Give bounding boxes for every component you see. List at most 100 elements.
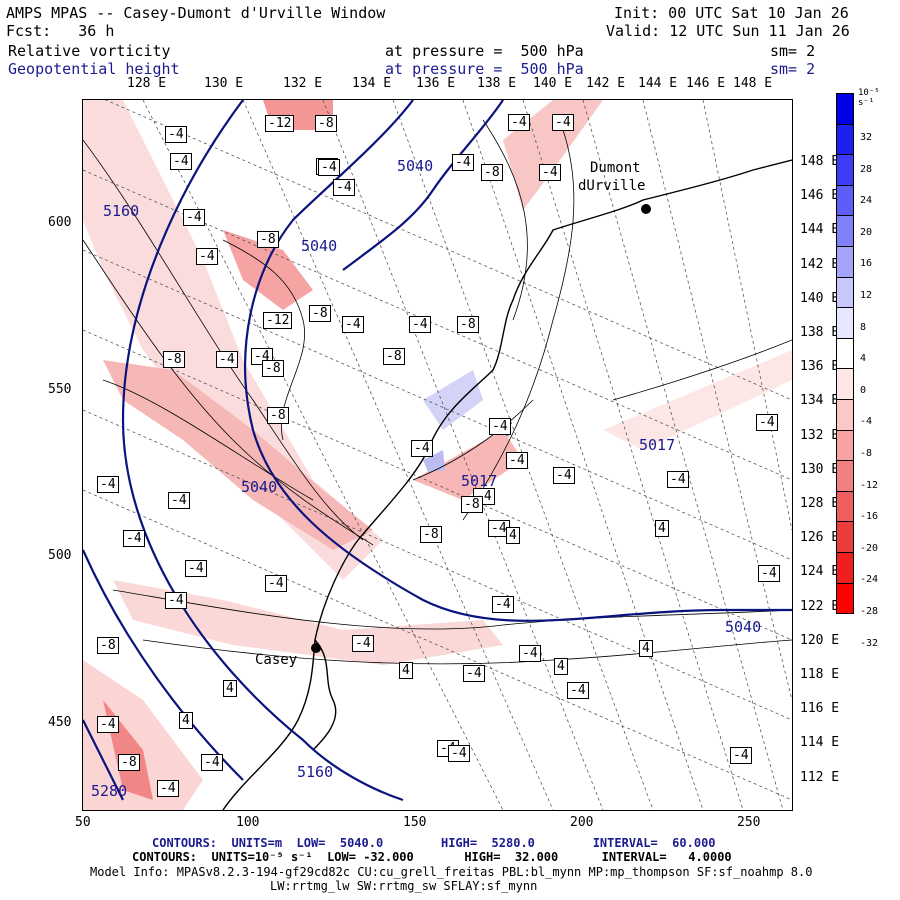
- vorticity-contour-label: -4: [506, 452, 528, 469]
- vorticity-contour-label: -4: [168, 492, 190, 509]
- right-lon-label: 116 E: [800, 701, 840, 717]
- right-lon-label: 118 E: [800, 667, 840, 682]
- geopotential-label: 5040: [301, 237, 338, 255]
- dumont-label: Dumont: [590, 160, 641, 176]
- footer-contours-vorticity: CONTOURS: UNITS=10⁻⁵ s⁻¹ LOW= -32.000 HI…: [132, 850, 732, 864]
- map-canvas: [83, 100, 792, 810]
- y-tick-label: 550: [48, 382, 72, 397]
- vorticity-contour-label: -8: [309, 305, 331, 322]
- right-lon-label: 140 E: [800, 290, 840, 306]
- top-lon-label: 148 E: [733, 76, 773, 91]
- vorticity-contour-label: -4: [333, 179, 355, 196]
- vorticity-contour-label: -4: [157, 780, 179, 797]
- vorticity-contour-label: -4: [730, 747, 752, 764]
- colorbar-cell: [836, 582, 854, 615]
- field1-level: at pressure = 500 hPa: [385, 42, 584, 60]
- vorticity-contour-label: -4: [758, 565, 780, 582]
- x-tick-label: 200: [570, 815, 594, 830]
- vorticity-contour-label: 4: [223, 680, 237, 697]
- field2-smoothing: sm= 2: [770, 60, 816, 78]
- vorticity-contour-label: -4: [265, 575, 287, 592]
- dumont-station-marker: [641, 204, 651, 214]
- vorticity-contour-label: -8: [118, 754, 140, 771]
- vorticity-contour-label: -8: [97, 637, 119, 654]
- top-lon-label: 136 E: [416, 76, 456, 91]
- footer-model-info: Model Info: MPASv8.2.3-194-gf29cd82c CU:…: [90, 865, 813, 879]
- colorbar-tick-label: -28: [860, 606, 879, 617]
- vorticity-contour-label: -4: [539, 164, 561, 181]
- colorbar-cell: [836, 551, 854, 584]
- x-tick-label: 150: [403, 815, 427, 830]
- colorbar-tick-label: -4: [860, 416, 873, 428]
- vorticity-contour-label: -8: [481, 164, 503, 181]
- map-panel: Casey Dumont dUrville 5160 5040 5040 504…: [82, 99, 793, 811]
- geopotential-label: 5280: [91, 782, 128, 800]
- valid-time: Valid: 12 UTC Sun 11 Jan 26: [606, 22, 850, 40]
- vorticity-contour-label: -8: [461, 496, 483, 513]
- field1-name: Relative vorticity: [8, 42, 171, 60]
- colorbar-cell: [836, 184, 854, 217]
- vorticity-contour-label: -4: [185, 560, 207, 577]
- colorbar-tick-label: 24: [860, 195, 873, 207]
- right-lon-label: 136 E: [800, 359, 840, 375]
- colorbar-tick-label: -20: [860, 542, 879, 554]
- vorticity-contour-label: 4: [179, 712, 193, 729]
- geopotential-label: 5160: [103, 202, 140, 220]
- colorbar-cell: [836, 368, 854, 400]
- top-lon-label: 138 E: [477, 76, 517, 91]
- vorticity-contour-label: -4: [352, 635, 374, 652]
- vorticity-contour-label: -8: [383, 348, 405, 365]
- vorticity-contour-label: -8: [457, 316, 479, 333]
- vorticity-contour-label: -4: [667, 471, 689, 488]
- vorticity-contour-label: -4: [452, 154, 474, 171]
- colorbar-tick-label: 4: [860, 353, 867, 365]
- right-lon-label: 124 E: [800, 564, 840, 580]
- vorticity-contour-label: -4: [508, 114, 530, 131]
- top-lon-label: 134 E: [352, 76, 392, 91]
- top-lon-label: 146 E: [686, 76, 726, 91]
- colorbar-cell: [836, 490, 854, 523]
- colorbar-tick-label: 0: [860, 384, 867, 396]
- vorticity-contour-label: -4: [492, 596, 514, 613]
- colorbar-tick-label: 32: [860, 132, 873, 143]
- footer-model-info-2: LW:rrtmg_lw SW:rrtmg_sw SFLAY:sf_mynn: [270, 879, 538, 893]
- geopotential-label: 5017: [639, 436, 676, 454]
- right-lon-label: 144 E: [800, 222, 840, 238]
- vorticity-contour-label: -12: [265, 115, 295, 132]
- casey-station-marker: [311, 643, 321, 653]
- y-tick-label: 600: [48, 215, 72, 230]
- colorbar-cell: [836, 460, 854, 492]
- colorbar-cell: [836, 429, 854, 462]
- vorticity-contour-label: -8: [315, 115, 337, 132]
- vorticity-contour-label: -4: [488, 520, 510, 537]
- colorbar-cell: [836, 245, 854, 278]
- colorbar-cell: [836, 123, 854, 156]
- dumont-label-2: dUrville: [578, 178, 646, 194]
- vorticity-contour-label: 4: [506, 527, 520, 544]
- vorticity-contour-label: -4: [165, 126, 187, 143]
- init-time: Init: 00 UTC Sat 10 Jan 26: [614, 4, 849, 22]
- vorticity-contour-label: -4: [756, 414, 778, 431]
- geopotential-label: 5040: [725, 618, 762, 636]
- geopotential-label: 5160: [297, 763, 334, 781]
- geopotential-contours: [83, 100, 792, 802]
- colorbar-tick-label: -12: [860, 479, 879, 491]
- vorticity-contour-label: 4: [554, 658, 568, 675]
- colorbar-tick-label: -8: [860, 448, 873, 459]
- colorbar-cell: [836, 154, 854, 186]
- vorticity-contour-label: -8: [163, 351, 185, 368]
- vorticity-contour-label: -4: [201, 754, 223, 771]
- field1-smoothing: sm= 2: [770, 42, 816, 60]
- vorticity-contours: [83, 119, 792, 665]
- casey-label: Casey: [255, 652, 298, 668]
- vorticity-contour-label: -8: [262, 360, 284, 377]
- right-lon-label: 120 E: [800, 632, 840, 648]
- field2-name: Geopotential height: [8, 60, 180, 78]
- geopotential-label: 5040: [241, 478, 278, 496]
- colorbar-tick-label: -24: [860, 574, 879, 586]
- geopotential-label: 5017: [461, 472, 498, 490]
- vorticity-contour-label: -4: [448, 745, 470, 762]
- right-lon-label: 148 E: [800, 154, 840, 169]
- vorticity-contour-label: -4: [489, 418, 511, 435]
- vorticity-contour-label: -4: [552, 114, 574, 131]
